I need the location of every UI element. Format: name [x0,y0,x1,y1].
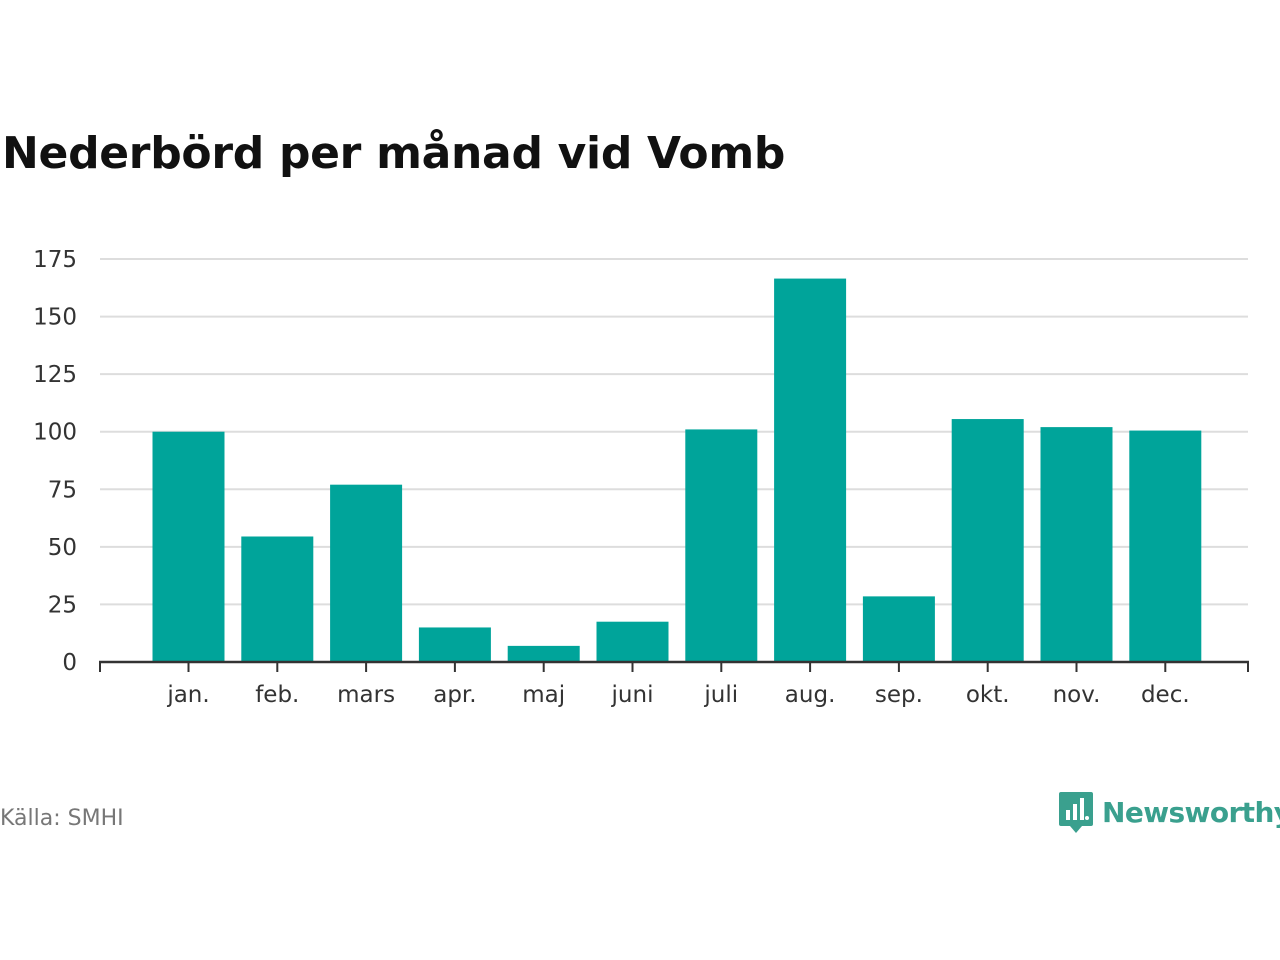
bar [507,645,580,662]
chart-title: Nederbörd per månad vid Vomb [2,128,786,179]
bar [1129,430,1202,662]
y-tick-label: 175 [33,247,77,273]
y-tick-label: 50 [48,535,77,561]
x-tick-label: juli [703,682,738,708]
y-tick-labels: 0 25 50 75 100 125 150 175 [33,247,77,676]
bar [241,536,314,662]
bar [774,278,847,662]
y-tick-label: 75 [48,477,77,503]
x-tick-label: juni [611,682,654,708]
bar [951,419,1024,662]
bar [862,596,935,662]
x-tick-label: okt. [966,682,1010,708]
x-tick-label: nov. [1053,682,1101,708]
newsworthy-chart-bubble-icon [1058,790,1094,834]
y-tick-label: 150 [33,305,77,331]
y-tick-label: 100 [33,420,77,446]
y-tick-label: 25 [48,592,77,618]
logo-text: Newsworthy [1102,795,1280,829]
bars [152,278,1202,662]
axes [99,660,1249,672]
x-tick-label: dec. [1141,682,1190,708]
x-tick-label: sep. [875,682,923,708]
bar [596,621,669,662]
x-tick-labels: jan. feb. mars apr. maj juni juli aug. sep. okt. n… [166,682,1189,708]
x-tick-label: apr. [433,682,476,708]
x-tick-label: mars [337,682,395,708]
bar [330,484,403,662]
bar [685,429,758,662]
y-tick-label: 0 [62,650,77,676]
x-tick-label: maj [522,682,565,708]
bar [152,431,225,662]
bar [1040,427,1113,662]
y-tick-label: 125 [33,362,77,388]
bar [418,627,491,662]
x-tick-label: feb. [255,682,299,708]
source-note: Källa: SMHI [0,806,124,831]
x-tick-label: aug. [785,682,836,708]
x-tick-label: jan. [166,682,209,708]
newsworthy-logo: Newsworthy [1058,790,1280,834]
